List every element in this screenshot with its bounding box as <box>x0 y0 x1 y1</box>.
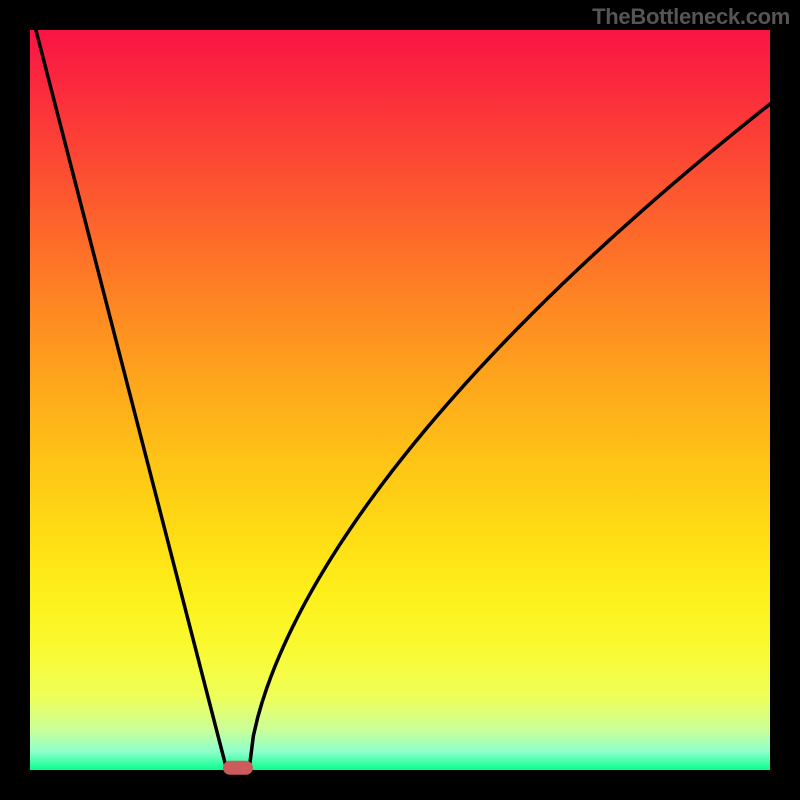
watermark-text: TheBottleneck.com <box>592 4 790 30</box>
chart-container: TheBottleneck.com <box>0 0 800 800</box>
optimal-marker <box>223 761 253 775</box>
plot-background <box>30 30 770 770</box>
bottleneck-chart <box>0 0 800 800</box>
